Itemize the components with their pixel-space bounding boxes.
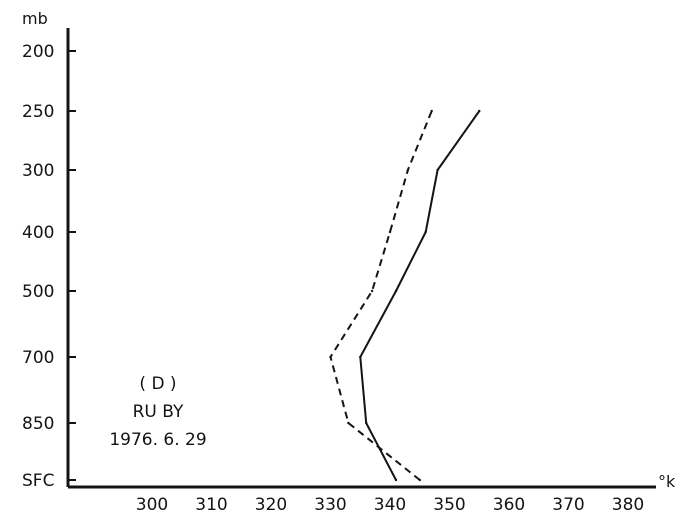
series-2-point [430, 109, 433, 113]
series-1-point [394, 478, 398, 482]
y-tick-label: 850 [22, 414, 54, 434]
series-2-point [347, 421, 350, 425]
solid-series-line [359, 110, 481, 481]
series-2-point [370, 289, 374, 293]
x-tick-label: 350 [433, 495, 465, 515]
x-ticks: 300 310 320 330 340 350 360 370 380 [136, 495, 644, 515]
y-tick-label: 300 [22, 161, 54, 181]
annotation-station-name: RU BY [133, 402, 184, 422]
y-ticks: SFC 850 700 500 400 300 250 200 [22, 42, 76, 491]
x-tick-label: 310 [195, 495, 227, 515]
y-axis-unit-label: mb [22, 9, 48, 28]
x-axis-unit-label: °k [658, 472, 676, 491]
series-1-point [478, 109, 481, 113]
x-tick-label: 320 [255, 495, 287, 515]
series-1-point [424, 230, 427, 234]
y-tick-label: 500 [22, 282, 54, 302]
station-annotation: ( D ) RU BY 1976. 6. 29 [109, 374, 206, 450]
series-layer [329, 109, 481, 482]
series-1-point [359, 355, 362, 359]
annotation-label: ( D ) [139, 374, 176, 394]
y-tick-label: 400 [22, 223, 54, 243]
y-tick-label: 700 [22, 348, 54, 368]
x-tick-label: 340 [374, 495, 406, 515]
dashed-series-line [329, 110, 433, 481]
x-tick-label: 380 [612, 495, 644, 515]
axes [66, 28, 656, 489]
x-tick-label: 330 [314, 495, 346, 515]
series-2-point [418, 478, 421, 482]
x-tick-label: 370 [552, 495, 584, 515]
x-tick-label: 360 [493, 495, 525, 515]
series-1-point [365, 421, 368, 425]
x-tick-label: 300 [136, 495, 168, 515]
series-1-point [394, 289, 398, 293]
y-tick-label: SFC [22, 471, 54, 491]
series-2-point [388, 230, 392, 234]
series-2-point [329, 355, 332, 359]
annotation-date: 1976. 6. 29 [109, 430, 206, 450]
series-2-point [406, 168, 410, 172]
series-1-point [436, 168, 439, 172]
y-tick-label: 250 [22, 102, 54, 122]
y-tick-label: 200 [22, 42, 54, 62]
